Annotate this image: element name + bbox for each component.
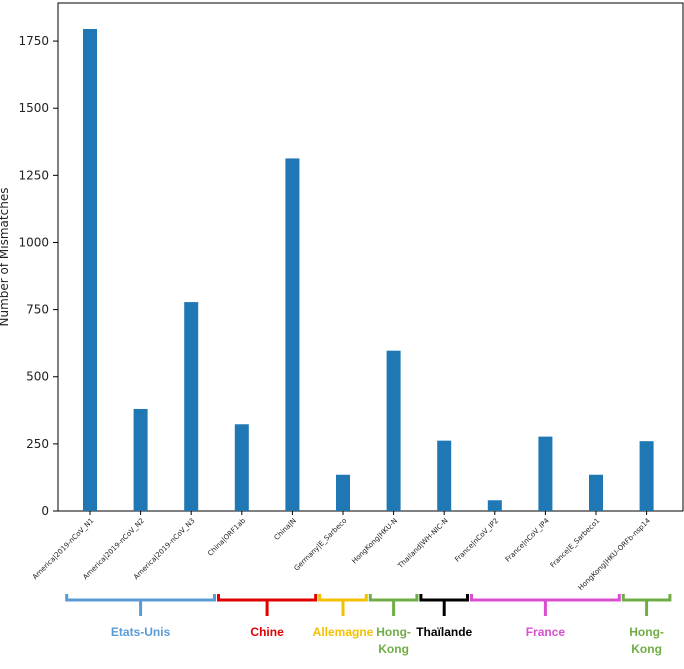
y-axis: 0 250 500 750 1000 1250 1500 1750 [18, 34, 58, 518]
bar [487, 500, 502, 511]
group-bracket [368, 594, 419, 616]
group-label: Etats-Unis [111, 625, 171, 639]
bar [285, 158, 300, 511]
y-tick-label: 500 [26, 370, 49, 384]
country-group: Hong-Kong [368, 594, 419, 656]
x-tick-label: China|ORF1ab [206, 516, 247, 557]
country-group: France [470, 594, 621, 639]
group-label: France [526, 625, 566, 639]
country-group: Etats-Unis [65, 594, 216, 639]
country-group: Hong-Kong [621, 594, 672, 656]
group-bracket [419, 594, 469, 616]
y-tick-label: 1250 [18, 168, 49, 182]
country-group: Thaïlande [416, 594, 473, 639]
y-tick-label: 0 [41, 504, 49, 518]
group-label: Hong-Kong [376, 625, 411, 656]
y-tick-label: 1000 [18, 235, 49, 249]
group-label: Chine [250, 625, 284, 639]
x-tick-label: Thailand|WH-NIC-N [396, 517, 450, 571]
group-bracket [65, 594, 216, 616]
bar [336, 474, 350, 511]
bar [386, 350, 401, 511]
group-label: Thaïlande [416, 625, 472, 639]
group-bracket [217, 594, 318, 616]
group-bracket [621, 594, 672, 616]
country-group: Chine [217, 594, 318, 639]
bar [83, 29, 97, 511]
bar [589, 474, 603, 511]
bar [639, 441, 654, 511]
x-tick-label: China|N [273, 517, 298, 542]
group-bracket [318, 594, 368, 616]
country-group-annotations: Etats-Unis Chine Allemagne Hong-KongThaïlan… [65, 594, 672, 656]
bar [538, 436, 553, 511]
x-tick-label: France|nCoV_IP2 [453, 517, 500, 564]
y-tick-label: 250 [26, 437, 49, 451]
y-tick-label: 750 [26, 303, 49, 317]
x-tick-label: France|nCoV_IP4 [504, 516, 551, 563]
y-tick-label: 1500 [18, 101, 49, 115]
bar [437, 440, 452, 511]
plot-frame [57, 2, 684, 512]
x-tick-label: France|E_Sarbeco1 [549, 517, 602, 570]
bar [234, 424, 249, 511]
group-bracket [470, 594, 621, 616]
y-axis-title: Number of Mismatches [0, 188, 11, 327]
x-tick-label: Germany|E_Sarbeco [293, 517, 349, 573]
x-tick-label: HongKong|HKU-N [350, 517, 399, 566]
bar [184, 302, 199, 511]
bar [133, 408, 148, 511]
group-label: Allemagne [313, 625, 374, 639]
y-tick-label: 1750 [18, 34, 49, 48]
country-group: Allemagne [313, 594, 374, 639]
group-label: Hong-Kong [629, 625, 664, 656]
x-axis: America|2019-nCoV_N1America|2019-nCoV_N2… [31, 511, 652, 592]
bars [83, 29, 654, 511]
